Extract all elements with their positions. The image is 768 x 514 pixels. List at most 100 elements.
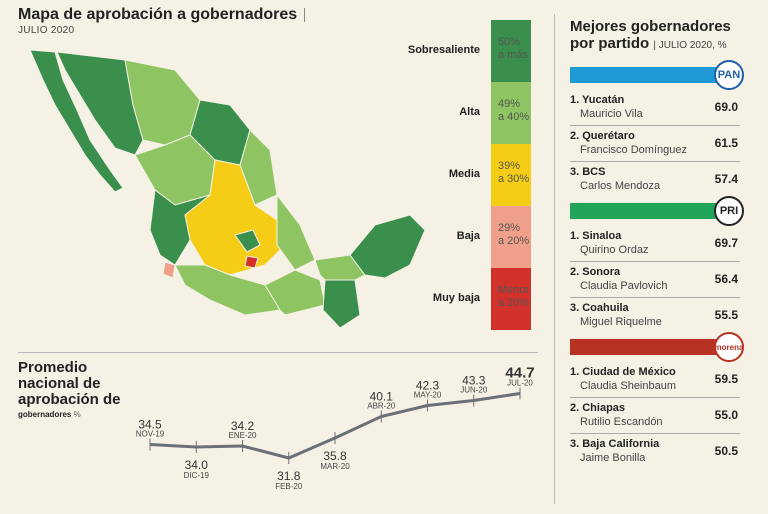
legend-range: 50% a más [498, 36, 528, 61]
governor-score: 56.4 [714, 272, 738, 286]
governor-row: 2. Chiapas Rutilio Escandón 55.0 [570, 398, 750, 434]
trend-month-label: ABR-20 [367, 402, 396, 411]
governor-state: 3. Coahuila [570, 302, 629, 314]
governor-row: 3. BCS Carlos Mendoza 57.4 [570, 162, 750, 198]
trend-value-label: 34.5 [138, 418, 162, 432]
governor-state: 3. BCS [570, 166, 606, 178]
governor-name: Claudia Sheinbaum [580, 380, 677, 392]
trend-value-label: 42.3 [416, 379, 440, 393]
trend-title: Promedio nacional de aprobación de [18, 359, 121, 408]
title-divider [304, 8, 305, 22]
trend-value-label: 40.1 [370, 390, 394, 404]
trend-subtitle: gobernadores % [18, 410, 81, 419]
governor-name: Claudia Pavlovich [580, 280, 668, 292]
trend-month-label: JUN-20 [460, 386, 488, 395]
map-region-west [149, 189, 211, 266]
row-divider [570, 397, 740, 398]
governor-score: 50.5 [714, 444, 738, 458]
legend-label: Media [448, 168, 480, 180]
governor-row: 1. Ciudad de México Claudia Sheinbaum 59.5 [570, 362, 750, 398]
map-region-cdmx [234, 229, 261, 253]
trend-month-label: FEB-20 [275, 482, 303, 491]
mexico-map [29, 49, 426, 329]
best-title: Mejores gobernadores por partido | JULIO… [570, 18, 731, 52]
party-header: morena [570, 332, 750, 362]
trend-value-label: 44.7 [505, 365, 534, 382]
map-region-tamaulipas [239, 129, 278, 206]
governor-score: 55.0 [714, 408, 738, 422]
governor-score: 57.4 [714, 172, 738, 186]
trend-month-label: DIC-19 [184, 471, 210, 480]
party-stripe [570, 339, 720, 355]
map-subtitle: JULIO 2020 [18, 25, 75, 36]
map-region-veracruz [276, 193, 316, 271]
row-divider [570, 433, 740, 434]
legend-swatch [491, 206, 531, 268]
governor-row: 1. Sinaloa Quirino Ordaz 69.7 [570, 226, 750, 262]
map-region-baja [29, 49, 124, 193]
party-logo-pan: PAN [714, 60, 744, 90]
legend-label: Baja [456, 230, 480, 242]
trend-value-label: 34.0 [185, 458, 209, 472]
governor-name: Jaime Bonilla [580, 452, 646, 464]
governor-state: 2. Chiapas [570, 402, 626, 414]
governor-name: Carlos Mendoza [580, 180, 661, 192]
governor-row: 1. Yucatán Mauricio Vila 69.0 [570, 90, 750, 126]
legend-range: 39% a 30% [498, 160, 530, 185]
governor-name: Mauricio Vila [580, 108, 643, 120]
legend-swatch [491, 20, 531, 82]
legend-range: Menor a 20% [498, 284, 530, 309]
panel-divider [554, 14, 555, 504]
party-stripe [570, 67, 720, 83]
governor-score: 55.5 [714, 308, 738, 322]
map-region-colima [162, 261, 176, 279]
governor-row: 2. Sonora Claudia Pavlovich 56.4 [570, 262, 750, 298]
party-header: PAN [570, 60, 750, 90]
map-title: Mapa de aprobación a gobernadores [18, 6, 298, 23]
governor-state: 1. Ciudad de México [570, 366, 676, 378]
map-legend: Sobresaliente 50% a más Alta 49% a 40% Media 39… [390, 20, 540, 330]
governor-score: 69.7 [714, 236, 738, 250]
trend-month-label: ENE-20 [228, 431, 257, 440]
governor-score: 61.5 [714, 136, 738, 150]
governor-state: 1. Sinaloa [570, 230, 622, 242]
governor-name: Miguel Riquelme [580, 316, 662, 328]
governor-state: 2. Querétaro [570, 130, 635, 142]
governor-row: 3. Baja California Jaime Bonilla 50.5 [570, 434, 750, 470]
trend-value-label: 31.8 [277, 469, 301, 483]
governor-score: 59.5 [714, 372, 738, 386]
row-divider [570, 125, 740, 126]
row-divider [570, 261, 740, 262]
party-stripe [570, 203, 720, 219]
governor-name: Francisco Domínguez [580, 144, 687, 156]
best-list: PAN 1. Yucatán Mauricio Vila 69.0 2. Queréta… [570, 60, 750, 472]
governor-row: 2. Querétaro Francisco Domínguez 61.5 [570, 126, 750, 162]
trend-month-label: NOV-19 [136, 430, 165, 439]
legend-range: 49% a 40% [498, 98, 530, 123]
trend-month-label: JUL-20 [507, 379, 533, 388]
governor-name: Rutilio Escandón [580, 416, 663, 428]
map-region-yucatan [349, 214, 426, 279]
governor-score: 69.0 [714, 100, 738, 114]
trend-value-label: 43.3 [462, 374, 486, 388]
row-divider [570, 297, 740, 298]
row-divider [570, 161, 740, 162]
party-header: PRI [570, 196, 750, 226]
governor-name: Quirino Ordaz [580, 244, 649, 256]
governor-state: 1. Yucatán [570, 94, 625, 106]
governor-state: 2. Sonora [570, 266, 621, 278]
trend-month-label: MAR-20 [320, 462, 350, 471]
legend-swatch [491, 144, 531, 206]
legend-swatch [491, 268, 531, 330]
legend-label: Muy baja [432, 292, 480, 304]
governor-row: 3. Coahuila Miguel Riquelme 55.5 [570, 298, 750, 334]
party-logo-pri: PRI [714, 196, 744, 226]
map-region-chiapas [322, 279, 361, 329]
trend-value-label: 34.2 [231, 419, 255, 433]
trend-top-line [18, 352, 538, 353]
trend-value-label: 35.8 [323, 449, 347, 463]
party-logo-morena: morena [714, 332, 744, 362]
trend-month-label: MAY-20 [414, 391, 442, 400]
legend-swatch [491, 82, 531, 144]
